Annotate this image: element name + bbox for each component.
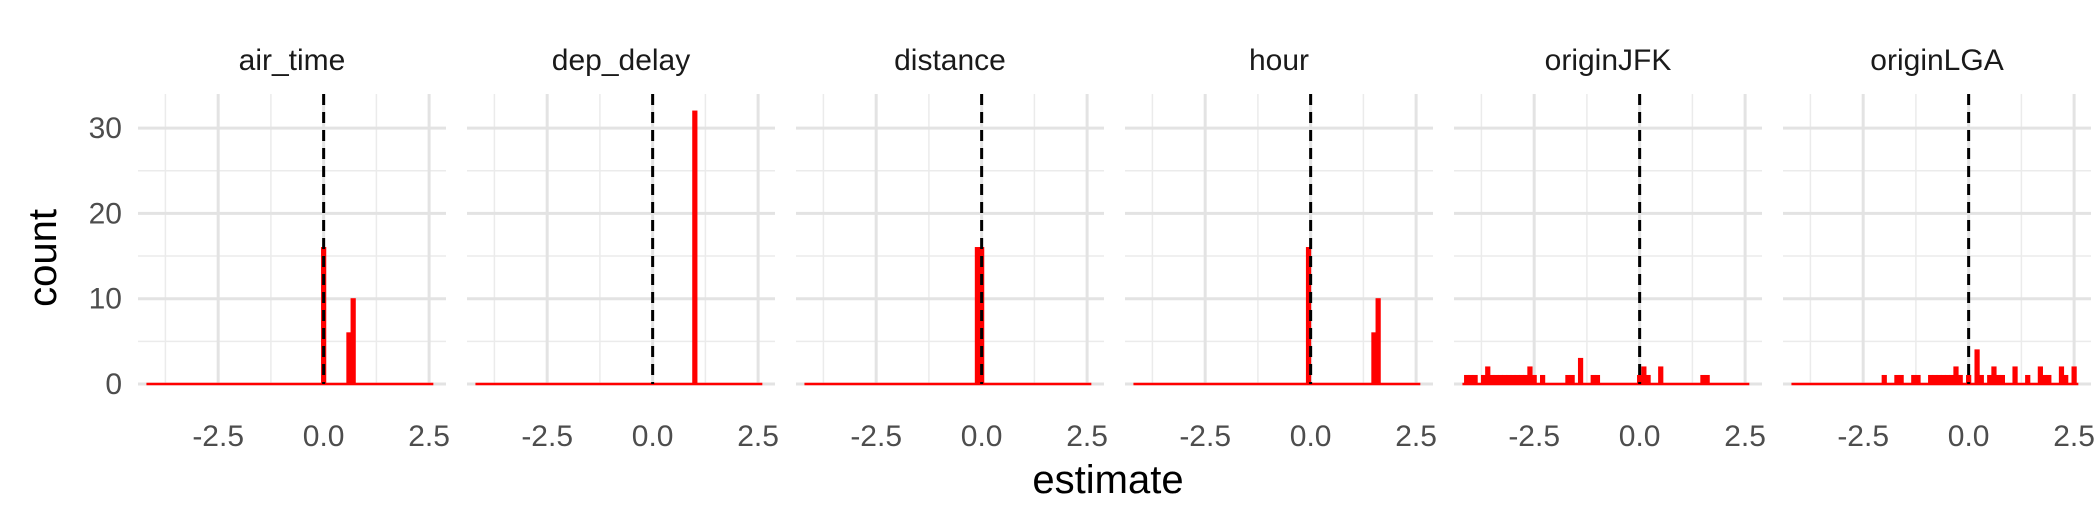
facet-strip-label: originJFK	[1545, 44, 1672, 77]
x-tick-label: 0.0	[1619, 420, 1661, 453]
histogram-bar	[1493, 374, 1499, 385]
histogram-bar	[1645, 374, 1651, 385]
histogram-bar	[1957, 374, 1963, 385]
histogram-bar	[1894, 374, 1900, 385]
histogram-bar	[1527, 366, 1533, 385]
histogram-bar	[1949, 374, 1955, 385]
x-axis-title: estimate	[1032, 458, 1183, 502]
histogram-bar	[1531, 374, 1537, 385]
facet-air-time: air_time -2.5 0.0 2.5	[138, 44, 450, 453]
y-tick-label: 30	[89, 112, 122, 145]
histogram-bar	[1485, 366, 1491, 385]
x-tick-label: 2.5	[2053, 420, 2095, 453]
histogram-bar	[1375, 298, 1381, 385]
histogram-bar	[1468, 374, 1474, 385]
histogram-bar	[1911, 374, 1917, 385]
histogram-bar	[1932, 374, 1938, 385]
histogram-bar	[2058, 366, 2065, 385]
x-tick-label: 0.0	[1948, 420, 1990, 453]
y-tick-label: 0	[105, 368, 122, 401]
histogram-bar	[1940, 374, 1946, 385]
histogram-bar	[1978, 374, 1984, 385]
histogram-bar	[2046, 374, 2052, 385]
histogram-bar	[1658, 366, 1664, 385]
histogram-bar	[1565, 374, 1571, 385]
histogram-bar	[1590, 374, 1596, 385]
histogram-bar	[1928, 374, 1934, 385]
x-tick-label: 0.0	[1290, 420, 1332, 453]
histogram-bar	[1514, 374, 1520, 385]
x-tick-label: -2.5	[521, 420, 573, 453]
histogram-bar	[2012, 366, 2018, 385]
histogram-bar	[1489, 374, 1495, 385]
histogram-bar	[1506, 374, 1512, 385]
x-tick-label: 2.5	[737, 420, 779, 453]
histogram-bar	[1953, 366, 1959, 385]
histogram-bar	[2025, 374, 2031, 385]
histogram-bar	[1641, 366, 1647, 385]
histogram-bar	[1497, 374, 1504, 385]
facet-dep-delay: dep_delay -2.5 0.0 2.5	[467, 44, 779, 453]
histogram-bar	[346, 332, 352, 385]
histogram-bar	[1518, 374, 1525, 385]
facet-strip-label: air_time	[239, 44, 346, 77]
x-tick-label: -2.5	[850, 420, 902, 453]
histogram-bar	[1944, 374, 1951, 385]
histogram-bar	[1987, 374, 1993, 385]
x-tick-label: -2.5	[1837, 420, 1889, 453]
histogram-bar	[1898, 374, 1904, 385]
x-tick-label: 0.0	[961, 420, 1003, 453]
x-tick-label: 2.5	[408, 420, 450, 453]
histogram-bar	[2063, 374, 2069, 385]
facet-distance: distance -2.5 0.0 2.5	[796, 44, 1108, 453]
x-tick-label: 0.0	[632, 420, 674, 453]
histogram-bar	[974, 247, 981, 385]
facet-strip-label: distance	[894, 44, 1006, 77]
x-tick-label: 0.0	[303, 420, 345, 453]
histogram-bar	[692, 110, 698, 385]
histogram-bar	[1472, 374, 1478, 385]
histogram-bar	[1999, 374, 2006, 385]
x-tick-label: 2.5	[1724, 420, 1766, 453]
histogram-bar	[1991, 366, 1997, 385]
y-axis-tick-labels: 0 10 20 30	[89, 112, 122, 401]
histogram-bar	[1577, 357, 1584, 385]
facet-hour: hour -2.5 0.0 2.5	[1125, 44, 1437, 453]
facet-originJFK: originJFK -2.5 0.0 2.5	[1454, 44, 1766, 453]
histogram-bar	[1881, 374, 1887, 385]
y-axis-title: count	[21, 209, 65, 307]
histogram-bar	[1936, 374, 1942, 385]
histogram-bar	[1464, 374, 1470, 385]
histogram-bar	[1704, 374, 1710, 385]
facet-strip-label: originLGA	[1870, 44, 2003, 77]
histogram-bar	[2071, 366, 2077, 385]
histogram-bar	[1995, 374, 2001, 385]
histogram-bar	[1569, 374, 1575, 385]
facet-originLGA: originLGA -2.5 0.0 2.5	[1783, 44, 2095, 453]
histogram-bar	[2041, 374, 2048, 385]
y-tick-label: 20	[89, 197, 122, 230]
histogram-bar	[1510, 374, 1516, 385]
facet-strip-label: hour	[1249, 44, 1309, 77]
x-tick-label: -2.5	[1179, 420, 1231, 453]
histogram-bar	[1974, 349, 1980, 385]
histogram-bar	[1502, 374, 1508, 385]
histogram-bar	[1480, 374, 1487, 385]
histogram-bar	[1700, 374, 1706, 385]
histogram-bar	[2037, 366, 2043, 385]
histogram-bar	[1523, 374, 1529, 385]
facet-strip-label: dep_delay	[552, 44, 690, 77]
histogram-bar	[1371, 332, 1377, 385]
x-tick-label: 2.5	[1066, 420, 1108, 453]
histogram-bar	[350, 298, 356, 385]
histogram-bar	[1539, 374, 1546, 385]
histogram-bar	[1915, 374, 1921, 385]
x-tick-label: -2.5	[192, 420, 244, 453]
y-tick-label: 10	[89, 283, 122, 316]
x-tick-label: 2.5	[1395, 420, 1437, 453]
histogram-bar	[1594, 374, 1601, 385]
x-tick-label: -2.5	[1508, 420, 1560, 453]
